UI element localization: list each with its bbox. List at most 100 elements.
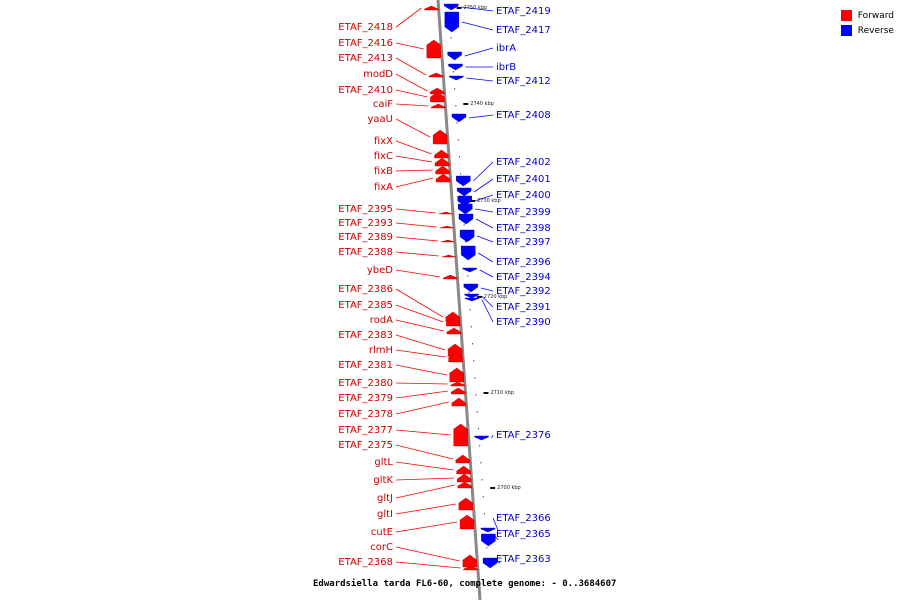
forward-gene-label[interactable]: ybeD bbox=[367, 265, 393, 276]
forward-gene-arrow[interactable] bbox=[439, 225, 454, 229]
reverse-gene-label[interactable]: ETAF_2394 bbox=[496, 272, 551, 283]
forward-gene[interactable]: ETAF_2416 bbox=[338, 38, 441, 59]
forward-gene-label[interactable]: ETAF_2386 bbox=[338, 284, 393, 295]
reverse-gene-label[interactable]: ibrB bbox=[496, 62, 516, 73]
forward-gene-arrow[interactable] bbox=[441, 254, 456, 258]
forward-gene-arrow[interactable] bbox=[456, 465, 471, 475]
reverse-gene-arrow[interactable] bbox=[462, 267, 477, 273]
forward-gene-arrow[interactable] bbox=[434, 149, 449, 159]
forward-gene-arrow[interactable] bbox=[446, 327, 462, 335]
forward-gene[interactable]: rodA bbox=[370, 315, 462, 335]
reverse-gene-arrow[interactable] bbox=[444, 3, 459, 11]
reverse-gene-arrow[interactable] bbox=[464, 293, 479, 299]
reverse-gene-label[interactable]: ETAF_2366 bbox=[496, 513, 551, 524]
forward-gene[interactable]: yaaU bbox=[368, 114, 448, 145]
forward-gene-arrow[interactable] bbox=[424, 5, 439, 11]
reverse-gene-arrow[interactable] bbox=[458, 213, 474, 225]
forward-gene[interactable]: ETAF_2388 bbox=[338, 247, 456, 258]
reverse-gene[interactable]: ETAF_2397 bbox=[459, 229, 551, 248]
forward-gene-label[interactable]: ETAF_2389 bbox=[338, 232, 393, 243]
forward-gene[interactable]: gltI bbox=[377, 497, 474, 520]
forward-gene[interactable]: gltK bbox=[373, 473, 472, 486]
legend-item-reverse[interactable]: Reverse bbox=[840, 23, 894, 38]
forward-gene-label[interactable]: ETAF_2380 bbox=[338, 378, 393, 389]
reverse-gene[interactable]: ETAF_2390 bbox=[464, 297, 551, 328]
forward-gene-label[interactable]: yaaU bbox=[368, 114, 394, 125]
forward-gene-label[interactable]: caiF bbox=[373, 99, 393, 110]
forward-gene-label[interactable]: rlmH bbox=[369, 345, 393, 356]
forward-gene[interactable]: ETAF_2386 bbox=[338, 284, 461, 323]
forward-gene-arrow[interactable] bbox=[446, 317, 461, 327]
forward-gene-label[interactable]: rodA bbox=[370, 315, 393, 326]
forward-gene-label[interactable]: fixB bbox=[374, 166, 393, 177]
reverse-gene-arrow[interactable] bbox=[459, 229, 475, 243]
reverse-gene[interactable]: ETAF_2419 bbox=[444, 3, 551, 17]
reverse-gene-label[interactable]: ETAF_2400 bbox=[496, 190, 551, 201]
reverse-gene-arrow[interactable] bbox=[463, 283, 479, 293]
forward-gene-label[interactable]: gltL bbox=[374, 457, 393, 468]
reverse-gene-label[interactable]: ETAF_2419 bbox=[496, 6, 551, 17]
forward-gene-arrow[interactable] bbox=[450, 381, 465, 387]
forward-gene[interactable]: corC bbox=[370, 542, 478, 568]
forward-gene-arrow[interactable] bbox=[455, 454, 471, 464]
reverse-gene-arrow[interactable] bbox=[456, 175, 471, 187]
forward-gene-arrow[interactable] bbox=[456, 473, 472, 483]
forward-gene-label[interactable]: ETAF_2388 bbox=[338, 247, 393, 258]
reverse-gene-label[interactable]: ETAF_2402 bbox=[496, 157, 551, 168]
reverse-gene-label[interactable]: ETAF_2399 bbox=[496, 207, 551, 218]
forward-gene-arrow[interactable] bbox=[457, 481, 472, 489]
reverse-gene[interactable]: ETAF_2401 bbox=[456, 174, 551, 197]
reverse-gene-arrow[interactable] bbox=[451, 113, 467, 123]
reverse-gene-arrow[interactable] bbox=[458, 203, 473, 215]
forward-gene-arrow[interactable] bbox=[435, 173, 451, 183]
forward-gene-label[interactable]: modD bbox=[363, 69, 393, 80]
reverse-gene[interactable]: ibrB bbox=[448, 62, 516, 73]
forward-gene-label[interactable]: ETAF_2368 bbox=[338, 557, 393, 568]
forward-gene-label[interactable]: ETAF_2418 bbox=[338, 22, 393, 33]
forward-gene-label[interactable]: ETAF_2381 bbox=[338, 360, 393, 371]
reverse-gene-arrow[interactable] bbox=[474, 435, 489, 441]
reverse-gene-arrow[interactable] bbox=[480, 527, 496, 533]
forward-gene[interactable]: ETAF_2389 bbox=[338, 232, 455, 243]
forward-gene-label[interactable]: gltJ bbox=[377, 493, 393, 504]
forward-gene-arrow[interactable] bbox=[432, 129, 448, 145]
reverse-gene[interactable]: ETAF_2396 bbox=[461, 245, 551, 268]
reverse-gene-label[interactable]: ibrA bbox=[496, 43, 516, 54]
reverse-gene-arrow[interactable] bbox=[448, 63, 463, 71]
forward-gene-arrow[interactable] bbox=[434, 157, 450, 167]
forward-gene-arrow[interactable] bbox=[453, 423, 468, 447]
forward-gene[interactable]: fixB bbox=[374, 165, 450, 177]
forward-gene-arrow[interactable] bbox=[448, 351, 463, 363]
reverse-gene-arrow[interactable] bbox=[481, 533, 496, 547]
forward-gene[interactable]: ETAF_2413 bbox=[338, 53, 444, 78]
forward-gene-label[interactable]: cutE bbox=[371, 527, 393, 538]
forward-gene[interactable]: ETAF_2377 bbox=[338, 423, 468, 447]
forward-gene[interactable]: rlmH bbox=[369, 345, 463, 363]
forward-gene[interactable]: fixX bbox=[374, 136, 449, 159]
forward-gene-label[interactable]: ETAF_2375 bbox=[338, 440, 393, 451]
reverse-gene-label[interactable]: ETAF_2417 bbox=[496, 25, 551, 36]
forward-gene-label[interactable]: ETAF_2379 bbox=[338, 393, 393, 404]
reverse-gene-arrow[interactable] bbox=[482, 557, 498, 569]
reverse-gene[interactable]: ETAF_2412 bbox=[449, 75, 551, 87]
forward-gene-label[interactable]: ETAF_2413 bbox=[338, 53, 393, 64]
reverse-gene[interactable]: ETAF_2408 bbox=[451, 110, 551, 123]
forward-gene[interactable]: ETAF_2410 bbox=[338, 85, 445, 103]
reverse-gene-label[interactable]: ETAF_2392 bbox=[496, 286, 551, 297]
reverse-gene-arrow[interactable] bbox=[444, 11, 460, 33]
reverse-gene-label[interactable]: ETAF_2396 bbox=[496, 257, 551, 268]
forward-gene-arrow[interactable] bbox=[426, 39, 441, 59]
forward-gene-label[interactable]: corC bbox=[370, 542, 393, 553]
reverse-gene-arrow[interactable] bbox=[461, 245, 476, 261]
forward-gene-label[interactable]: ETAF_2385 bbox=[338, 300, 393, 311]
forward-gene-arrow[interactable] bbox=[458, 497, 474, 511]
reverse-gene[interactable]: ETAF_2376 bbox=[474, 430, 551, 441]
forward-gene[interactable]: fixC bbox=[374, 151, 450, 167]
reverse-gene-label[interactable]: ETAF_2398 bbox=[496, 223, 551, 234]
forward-gene-arrow[interactable] bbox=[438, 211, 453, 215]
forward-gene[interactable]: ETAF_2368 bbox=[338, 557, 478, 571]
forward-gene-arrow[interactable] bbox=[430, 91, 445, 103]
reverse-gene[interactable]: ETAF_2391 bbox=[464, 293, 551, 313]
forward-gene[interactable]: ETAF_2380 bbox=[338, 378, 465, 389]
